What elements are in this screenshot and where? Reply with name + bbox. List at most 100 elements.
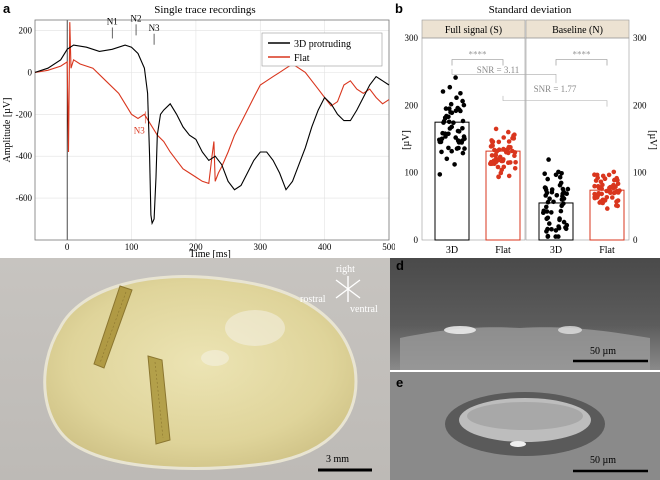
data-point bbox=[547, 221, 552, 226]
xtick-label: 0 bbox=[65, 242, 70, 252]
data-point bbox=[455, 105, 460, 111]
data-point bbox=[460, 150, 466, 156]
data-point bbox=[614, 203, 619, 208]
data-point bbox=[489, 161, 495, 167]
data-point bbox=[557, 216, 562, 221]
data-point bbox=[437, 172, 443, 177]
data-point bbox=[441, 120, 446, 125]
data-point bbox=[611, 169, 617, 175]
snr-label: SNR = 3.11 bbox=[477, 65, 520, 75]
category-label: Flat bbox=[599, 245, 615, 256]
chart-a-legend bbox=[261, 32, 383, 67]
data-point bbox=[496, 174, 501, 180]
data-point bbox=[446, 131, 451, 137]
data-point bbox=[561, 219, 567, 225]
data-point bbox=[544, 204, 549, 210]
data-point bbox=[592, 172, 597, 177]
data-point bbox=[446, 114, 451, 120]
data-point bbox=[446, 119, 452, 125]
data-point bbox=[512, 166, 518, 171]
scale-label-e: 50 µm bbox=[590, 455, 617, 466]
category-label: 3D bbox=[446, 245, 458, 256]
data-point bbox=[541, 210, 546, 215]
ytick-label-left: 200 bbox=[405, 100, 419, 110]
significance-bracket bbox=[451, 59, 504, 66]
data-point bbox=[490, 139, 495, 145]
data-point bbox=[447, 106, 452, 111]
orientation-label-rostral: rostral bbox=[300, 294, 326, 305]
significance-bracket bbox=[555, 59, 608, 66]
data-point bbox=[452, 162, 457, 167]
data-point bbox=[446, 145, 451, 151]
data-point bbox=[599, 191, 604, 197]
data-point bbox=[453, 75, 458, 80]
data-point bbox=[561, 201, 566, 206]
xtick-label: 400 bbox=[318, 242, 332, 252]
data-point bbox=[545, 234, 551, 239]
data-point bbox=[544, 229, 549, 234]
data-point bbox=[462, 146, 467, 151]
data-point bbox=[556, 234, 561, 239]
data-point bbox=[542, 185, 548, 190]
data-point bbox=[495, 164, 501, 170]
data-point bbox=[557, 175, 563, 180]
data-point bbox=[544, 209, 550, 214]
data-point bbox=[600, 173, 606, 179]
electrode-protrusion-d bbox=[400, 327, 650, 370]
data-point bbox=[559, 197, 565, 202]
data-point bbox=[545, 176, 550, 182]
data-point bbox=[554, 193, 560, 198]
xtick-label: 100 bbox=[125, 242, 139, 252]
data-point bbox=[506, 139, 512, 144]
data-point bbox=[542, 171, 547, 176]
annotation-n1: N1 bbox=[107, 16, 118, 26]
data-point bbox=[493, 152, 498, 158]
data-point bbox=[606, 172, 612, 178]
data-point bbox=[460, 126, 465, 131]
ytick-label-left: 300 bbox=[405, 33, 419, 43]
single-trace-chart: Single trace recordings 0 100 200 300 400 500… bbox=[2, 4, 395, 260]
data-point bbox=[440, 130, 445, 136]
chart-a-ylabel: Amplitude [µV] bbox=[2, 98, 13, 163]
ytick-label-right: 200 bbox=[633, 100, 647, 110]
data-point bbox=[551, 199, 556, 205]
data-point bbox=[460, 98, 465, 104]
data-point bbox=[512, 153, 517, 158]
group-frame-1 bbox=[525, 37, 630, 241]
gel-blob bbox=[43, 275, 358, 470]
data-point bbox=[615, 198, 621, 203]
data-point bbox=[558, 208, 564, 214]
data-point bbox=[454, 95, 459, 100]
data-point bbox=[592, 183, 597, 189]
data-point bbox=[493, 159, 499, 165]
data-point bbox=[499, 167, 504, 173]
data-point bbox=[460, 118, 466, 124]
orientation-compass bbox=[335, 276, 361, 302]
ytick-label-left: 100 bbox=[405, 168, 419, 178]
data-point bbox=[497, 154, 503, 160]
data-point bbox=[493, 126, 499, 132]
chart-b-ylabel-left: [µV] bbox=[401, 130, 412, 150]
panel-d-letter: d bbox=[396, 258, 404, 273]
chart-a-title: Single trace recordings bbox=[154, 4, 255, 16]
ytick-label: -200 bbox=[16, 109, 33, 119]
data-point bbox=[544, 216, 549, 222]
xtick-label: 300 bbox=[254, 242, 268, 252]
ytick-label: 200 bbox=[19, 25, 33, 35]
data-point bbox=[545, 199, 551, 205]
data-point bbox=[490, 143, 495, 148]
category-label: Flat bbox=[495, 245, 511, 256]
data-point bbox=[592, 194, 597, 200]
data-point bbox=[560, 191, 565, 197]
data-point bbox=[615, 177, 620, 183]
snr-label: SNR = 1.77 bbox=[534, 84, 577, 94]
data-point bbox=[444, 156, 450, 162]
ytick-label: -600 bbox=[16, 193, 33, 203]
group-header-label: Full signal (S) bbox=[445, 25, 502, 36]
ytick-label-right: 100 bbox=[633, 168, 647, 178]
data-point bbox=[593, 178, 599, 183]
data-point bbox=[547, 196, 552, 201]
data-point bbox=[609, 184, 615, 189]
data-point bbox=[544, 190, 550, 196]
data-point bbox=[559, 171, 564, 176]
